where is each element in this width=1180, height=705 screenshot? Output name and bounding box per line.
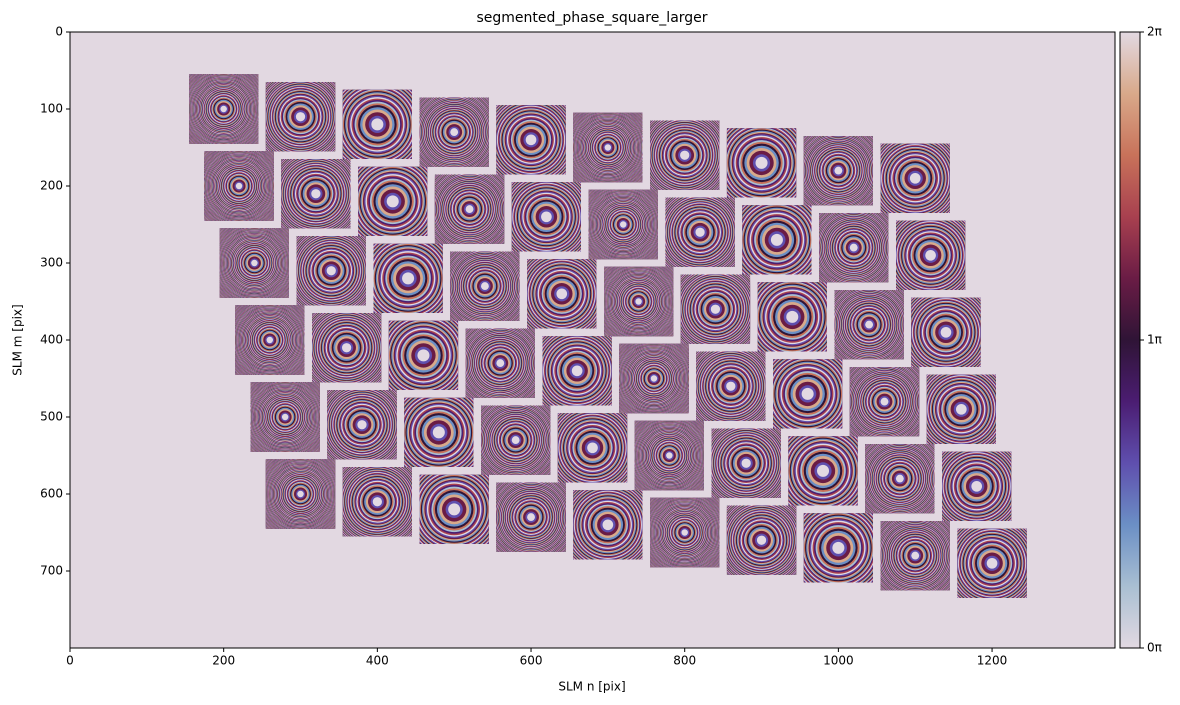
segment xyxy=(803,513,873,583)
segment xyxy=(926,374,996,444)
segment xyxy=(865,443,935,514)
segment xyxy=(665,197,735,267)
segment xyxy=(250,382,320,452)
segment xyxy=(573,112,643,183)
segment xyxy=(511,182,581,252)
segment xyxy=(204,151,274,221)
y-tick-label: 0 xyxy=(55,25,63,39)
y-tick-label: 600 xyxy=(40,487,63,501)
segment xyxy=(450,251,520,321)
segment xyxy=(957,528,1027,598)
segment xyxy=(542,336,612,406)
segment xyxy=(726,505,797,575)
segment xyxy=(819,212,889,283)
segment xyxy=(189,74,259,144)
x-tick-label: 400 xyxy=(366,654,389,668)
segment xyxy=(388,320,459,391)
segment xyxy=(235,305,305,375)
y-tick-label: 300 xyxy=(40,256,63,270)
segment xyxy=(726,128,797,198)
segment xyxy=(680,274,751,344)
segment xyxy=(327,390,397,460)
x-tick-label: 600 xyxy=(520,654,543,668)
y-tick-label: 700 xyxy=(40,564,63,578)
segment xyxy=(650,497,720,568)
segment xyxy=(696,351,766,421)
segment xyxy=(880,520,950,591)
y-tick-label: 500 xyxy=(40,410,63,424)
segment xyxy=(496,482,566,552)
x-tick-label: 800 xyxy=(673,654,696,668)
segment xyxy=(265,459,336,529)
segment xyxy=(773,359,843,429)
y-tick-label: 200 xyxy=(40,179,63,193)
segment xyxy=(849,366,920,437)
segment xyxy=(588,189,658,260)
segment xyxy=(880,143,950,213)
segment xyxy=(527,259,597,329)
segment xyxy=(604,266,674,337)
segment xyxy=(404,397,474,468)
segment xyxy=(942,451,1012,521)
segment xyxy=(265,82,336,152)
x-tick-label: 0 xyxy=(66,654,74,668)
segment xyxy=(481,405,551,475)
segment xyxy=(757,282,827,352)
segment xyxy=(803,135,873,206)
chart-title: segmented_phase_square_larger xyxy=(476,10,707,26)
segment xyxy=(557,413,628,483)
segment xyxy=(650,120,720,190)
colorbar-tick-label: 2π xyxy=(1147,25,1162,39)
y-tick-label: 400 xyxy=(40,333,63,347)
colorbar xyxy=(1119,31,1141,649)
segment xyxy=(342,89,412,160)
segment xyxy=(419,474,489,545)
segment xyxy=(342,467,412,537)
segment xyxy=(281,159,351,229)
segment xyxy=(465,328,535,398)
segment xyxy=(312,313,382,383)
x-tick-label: 200 xyxy=(212,654,235,668)
x-axis-label: SLM n [pix] xyxy=(558,680,625,694)
segment xyxy=(296,236,366,306)
segment xyxy=(742,205,812,275)
x-tick-label: 1200 xyxy=(977,654,1008,668)
segment xyxy=(219,228,289,298)
segment xyxy=(496,105,566,175)
colorbar-tick-label: 0π xyxy=(1147,641,1162,655)
segment xyxy=(834,289,904,360)
segment xyxy=(711,428,781,498)
segment xyxy=(373,243,443,314)
segment xyxy=(358,166,428,237)
segment xyxy=(619,343,689,414)
segment xyxy=(419,97,489,167)
segment xyxy=(634,420,704,491)
colorbar-tick-label: 1π xyxy=(1147,333,1162,347)
segment xyxy=(896,220,966,290)
segment xyxy=(788,436,858,506)
x-tick-label: 1000 xyxy=(823,654,854,668)
y-tick-label: 100 xyxy=(40,102,63,116)
segment xyxy=(573,490,643,560)
y-axis-label: SLM m [pix] xyxy=(11,304,25,375)
segment xyxy=(911,297,981,367)
segment xyxy=(434,174,505,244)
